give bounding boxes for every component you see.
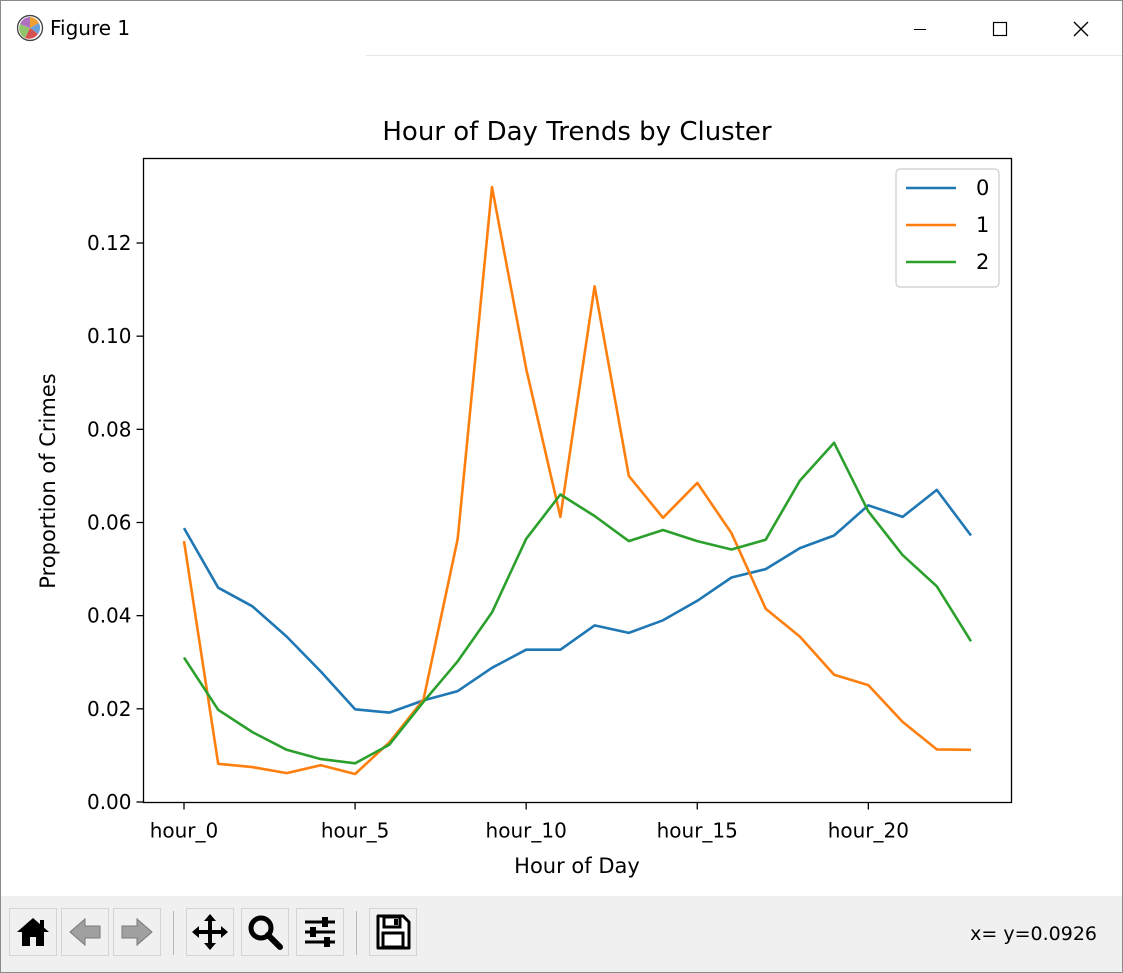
x-tick-label: hour_10 [486,819,567,843]
minimize-icon [914,28,926,30]
forward-button[interactable] [113,908,161,956]
y-tick-label: 0.10 [87,324,132,348]
move-icon [192,914,228,950]
legend-label: 1 [976,213,989,237]
x-tick-label: hour_15 [657,819,738,843]
window-title: Figure 1 [50,16,131,40]
toolbar-separator [173,911,174,955]
sliders-icon [305,917,335,947]
series-line-2 [182,441,973,765]
y-axis-label: Proportion of Crimes [36,373,60,588]
pan-button[interactable] [186,908,234,956]
minimize-button[interactable] [880,1,960,56]
x-tick-label: hour_5 [321,819,390,843]
y-tick-label: 0.08 [87,417,132,441]
axis-ticks: 0.00 0.02 0.04 0.06 0.08 0.10 0.12 hour_0 hour_5… [87,231,909,843]
toolbar-separator [356,911,357,955]
plot-frame [142,157,1013,804]
chart-title: Hour of Day Trends by Cluster [382,117,772,147]
legend-box [895,168,1000,288]
x-tick-label: hour_20 [828,819,909,843]
y-tick-label: 0.02 [87,697,132,721]
floppy-disk-icon [376,914,411,950]
navigation-toolbar: x= y=0.0926 [1,896,1122,972]
x-tick-label: hour_0 [150,819,219,843]
maximize-icon [992,21,1008,36]
y-tick-label: 0.06 [87,511,132,535]
x-axis-label: Hour of Day [514,854,640,878]
magnifier-icon [248,915,283,950]
y-tick-label: 0.12 [87,231,132,255]
title-divider [366,55,1122,56]
y-tick-label: 0.04 [87,604,132,628]
arrow-right-icon [121,917,153,947]
series-line-1 [182,185,972,776]
close-icon [1073,21,1089,36]
legend: 0 1 2 [895,168,1000,288]
save-button[interactable] [369,908,417,956]
home-button[interactable] [9,908,57,956]
y-tick-label: 0.00 [87,790,132,814]
arrow-left-icon [69,917,101,947]
cursor-coordinates: x= y=0.0926 [970,923,1097,945]
title-bar[interactable]: Figure 1 [1,1,1122,56]
zoom-button[interactable] [241,908,289,956]
subplots-button[interactable] [296,908,344,956]
line-chart[interactable]: Hour of Day Trends by Cluster Proportion… [1,56,1122,896]
figure-canvas[interactable]: Hour of Day Trends by Cluster Proportion… [1,56,1122,896]
maximize-button[interactable] [960,1,1040,56]
legend-label: 0 [976,176,989,200]
legend-label: 2 [976,250,989,274]
home-icon [17,918,49,946]
matplotlib-icon [16,14,44,42]
close-button[interactable] [1041,1,1121,56]
back-button[interactable] [61,908,109,956]
series-lines [182,185,973,776]
series-line-0 [182,488,973,714]
